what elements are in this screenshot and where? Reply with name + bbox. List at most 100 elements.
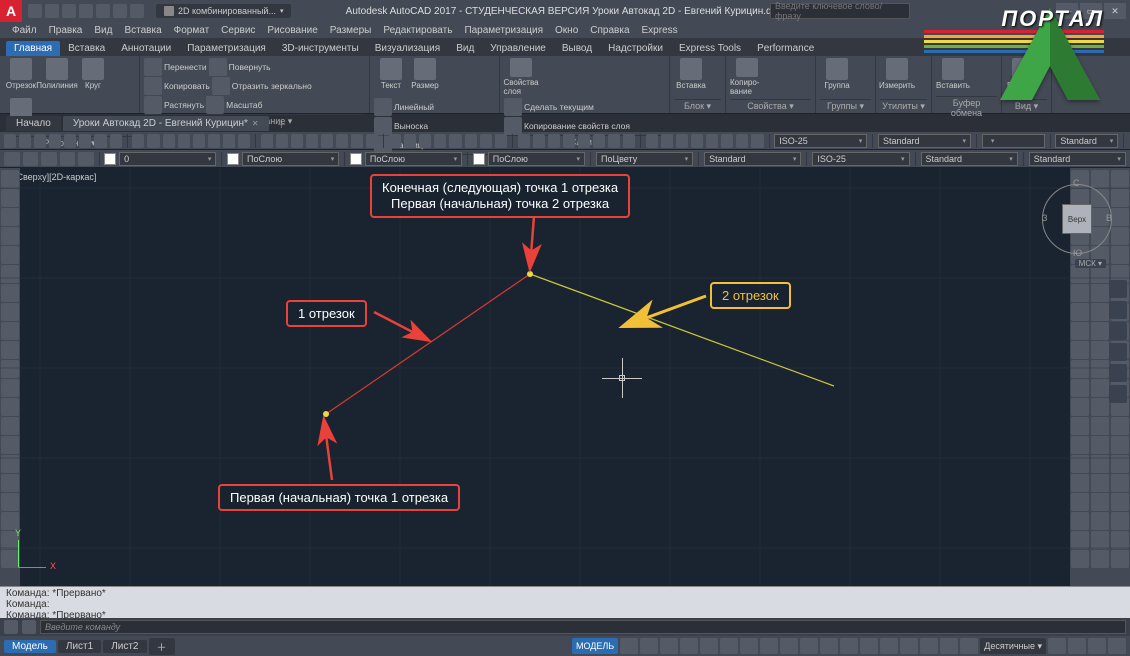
- menu-параметризация[interactable]: Параметризация: [460, 25, 547, 36]
- ribbon-tab-5[interactable]: Визуализация: [367, 41, 448, 56]
- toolbar-button[interactable]: [563, 134, 575, 148]
- side-tool-button[interactable]: [1071, 474, 1089, 492]
- status-toggle[interactable]: [760, 638, 778, 654]
- toolbar-button[interactable]: [193, 134, 205, 148]
- toolbar-button[interactable]: [94, 134, 106, 148]
- toolbar-button[interactable]: [706, 134, 718, 148]
- toolbar-button[interactable]: [518, 134, 530, 148]
- side-tool-button[interactable]: [1111, 550, 1129, 568]
- toolbar-button[interactable]: [578, 134, 590, 148]
- toolbar-button[interactable]: [4, 152, 20, 166]
- qat-saveas-icon[interactable]: [79, 4, 93, 18]
- property-dropdown[interactable]: Standard: [1029, 152, 1126, 166]
- toolbar-button[interactable]: [60, 152, 76, 166]
- toolbar-button[interactable]: [64, 134, 76, 148]
- viewcube-east[interactable]: В: [1106, 213, 1112, 223]
- color-swatch[interactable]: [227, 153, 239, 165]
- side-tool-button[interactable]: [1071, 550, 1089, 568]
- tool-Текст[interactable]: Текст: [374, 58, 408, 96]
- drawing-area[interactable]: [-][Сверху][2D-каркас]: [0, 168, 1130, 586]
- side-tool-button[interactable]: [1071, 531, 1089, 549]
- cmd-close-icon[interactable]: [4, 620, 18, 634]
- file-tab-start[interactable]: Начало: [6, 116, 61, 131]
- menu-вид[interactable]: Вид: [90, 25, 116, 36]
- menu-express[interactable]: Express: [638, 25, 682, 36]
- viewcube[interactable]: Верх С Ю В З МСК ▾: [1042, 180, 1112, 268]
- color-swatch[interactable]: [350, 153, 362, 165]
- side-tool-button[interactable]: [1071, 303, 1089, 321]
- ribbon-tab-11[interactable]: Performance: [749, 41, 822, 56]
- menu-формат[interactable]: Формат: [170, 25, 214, 36]
- workspace-switcher[interactable]: 2D комбинированный...▾: [156, 4, 291, 18]
- property-dropdown[interactable]: ПоЦвету: [596, 152, 693, 166]
- toolbar-button[interactable]: [147, 134, 159, 148]
- side-tool-button[interactable]: [1091, 398, 1109, 416]
- tool-Копиро- вание[interactable]: Копиро- вание: [730, 58, 764, 96]
- property-dropdown[interactable]: ПоСлою: [365, 152, 462, 166]
- tool-Круг[interactable]: Круг: [76, 58, 110, 96]
- tool-icon[interactable]: [504, 117, 522, 135]
- side-tool-button[interactable]: [1, 360, 19, 378]
- ribbon-tab-8[interactable]: Вывод: [554, 41, 600, 56]
- tool-icon[interactable]: [144, 96, 162, 114]
- side-tool-button[interactable]: [1071, 436, 1089, 454]
- menu-окно[interactable]: Окно: [551, 25, 582, 36]
- side-tool-button[interactable]: [1, 379, 19, 397]
- toolbar-button[interactable]: [291, 134, 303, 148]
- ribbon-tab-2[interactable]: Аннотации: [113, 41, 179, 56]
- nav-button[interactable]: [1109, 385, 1127, 403]
- nav-button[interactable]: [1109, 280, 1127, 298]
- side-tool-button[interactable]: [1, 322, 19, 340]
- side-tool-button[interactable]: [1071, 398, 1089, 416]
- toolbar-button[interactable]: [238, 134, 250, 148]
- side-tool-button[interactable]: [1071, 493, 1089, 511]
- tool-Полилиния[interactable]: Полилиния: [40, 58, 74, 96]
- model-space-button[interactable]: МОДЕЛЬ: [572, 638, 618, 654]
- ribbon-tab-10[interactable]: Express Tools: [671, 41, 749, 56]
- toolbar-button[interactable]: [419, 134, 431, 148]
- property-dropdown[interactable]: Standard: [704, 152, 801, 166]
- tool-Размер[interactable]: Размер: [408, 58, 442, 96]
- side-tool-button[interactable]: [1, 436, 19, 454]
- side-tool-button[interactable]: [1091, 474, 1109, 492]
- side-tool-button[interactable]: [1111, 493, 1129, 511]
- ribbon-tab-6[interactable]: Вид: [448, 41, 482, 56]
- toolbar-button[interactable]: [389, 134, 401, 148]
- nav-button[interactable]: [1109, 322, 1127, 340]
- side-tool-button[interactable]: [1, 417, 19, 435]
- file-tab-active[interactable]: Уроки Автокад 2D - Евгений Курицин*✕: [63, 116, 269, 131]
- status-toggle[interactable]: [680, 638, 698, 654]
- viewcube-face[interactable]: Верх: [1062, 204, 1092, 234]
- toolbar-button[interactable]: [321, 134, 333, 148]
- color-swatch[interactable]: [104, 153, 116, 165]
- side-tool-button[interactable]: [1111, 170, 1129, 188]
- side-tool-button[interactable]: [1091, 436, 1109, 454]
- property-dropdown[interactable]: 0: [119, 152, 216, 166]
- command-input[interactable]: Введите команду: [40, 620, 1126, 634]
- side-tool-button[interactable]: [1091, 550, 1109, 568]
- side-tool-button[interactable]: [1091, 379, 1109, 397]
- toolbar-button[interactable]: [261, 134, 273, 148]
- toolbar-button[interactable]: [623, 134, 635, 148]
- ribbon-tab-4[interactable]: 3D-инструменты: [274, 41, 367, 56]
- toolbar-button[interactable]: [465, 134, 477, 148]
- status-toggle[interactable]: [700, 638, 718, 654]
- toolbar-button[interactable]: [49, 134, 61, 148]
- toolbar-button[interactable]: [495, 134, 507, 148]
- toolbar-button[interactable]: [736, 134, 748, 148]
- status-toggle[interactable]: [780, 638, 798, 654]
- layout-tab-Лист1[interactable]: Лист1: [58, 640, 101, 653]
- menu-вставка[interactable]: Вставка: [120, 25, 165, 36]
- side-tool-button[interactable]: [1091, 493, 1109, 511]
- nav-button[interactable]: [1109, 364, 1127, 382]
- side-tool-button[interactable]: [1071, 455, 1089, 473]
- toolbar-button[interactable]: [593, 134, 605, 148]
- status-toggle[interactable]: [720, 638, 738, 654]
- toolbar-button[interactable]: [646, 134, 658, 148]
- side-tool-button[interactable]: [1111, 455, 1129, 473]
- side-tool-button[interactable]: [1091, 322, 1109, 340]
- nav-button[interactable]: [1109, 301, 1127, 319]
- property-dropdown[interactable]: Standard: [921, 152, 1018, 166]
- viewcube-south[interactable]: Ю: [1073, 248, 1082, 258]
- side-tool-button[interactable]: [1111, 189, 1129, 207]
